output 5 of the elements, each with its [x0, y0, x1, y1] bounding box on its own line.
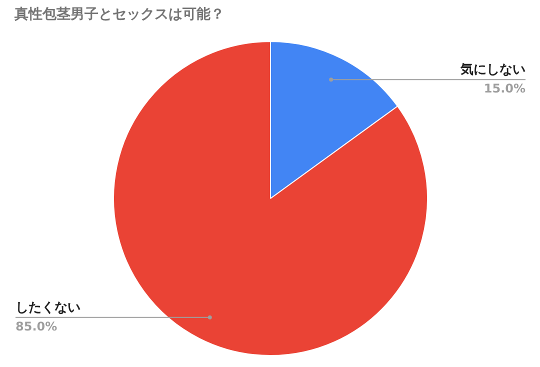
chart-title: 真性包茎男子とセックスは可能？	[14, 6, 224, 22]
data-label: 85.0%	[16, 319, 58, 334]
slice-label: したくない	[16, 300, 80, 316]
slice-label: 気にしない	[460, 62, 526, 78]
data-label: 15.0%	[484, 82, 526, 96]
